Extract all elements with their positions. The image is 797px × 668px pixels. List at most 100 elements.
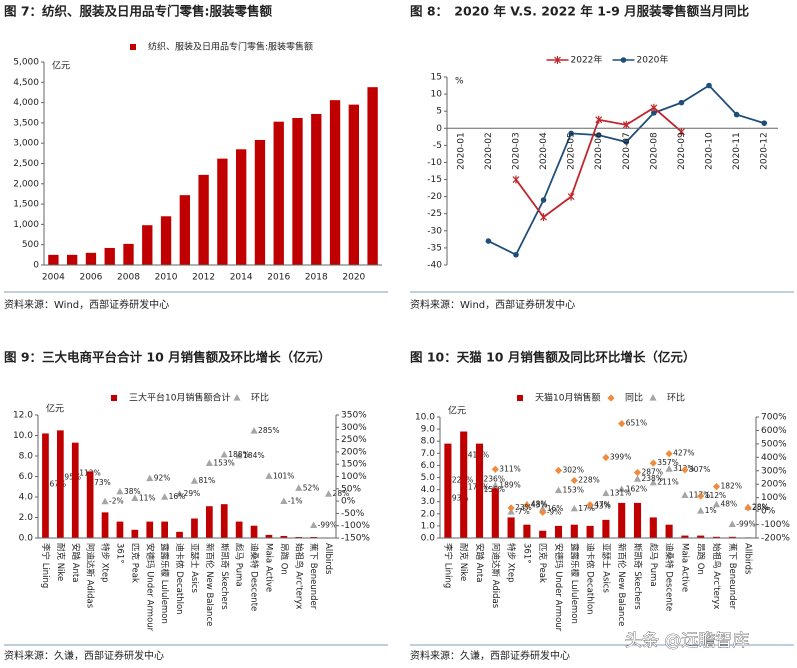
x-tick-label: Allbirds (743, 543, 753, 575)
y-tick-label: 10 (431, 90, 443, 100)
data-label: 29% (184, 489, 201, 498)
x-tick-label: 2020-07 (622, 132, 632, 170)
y-tick-label: 4.0 (421, 485, 436, 495)
marker (310, 521, 318, 529)
data-label: 11% (139, 493, 156, 502)
bar (198, 174, 209, 265)
marker (712, 483, 721, 491)
data-label: 228% (578, 475, 599, 484)
marker (570, 476, 578, 485)
marker (101, 497, 109, 505)
data-label: 28% (752, 502, 769, 511)
bar (310, 536, 318, 538)
marker (554, 486, 563, 494)
y-tick-label: 4,000 (13, 98, 39, 108)
marker (586, 501, 594, 509)
y-tick-label: 1,500 (13, 200, 39, 210)
x-tick-label: 361° (114, 543, 124, 563)
bar (67, 254, 78, 265)
bar (205, 506, 213, 538)
x-tick-label: 2020-03 (511, 132, 521, 170)
y-tick-label: 0.0 (421, 534, 436, 544)
y2-tick-label: -150% (341, 534, 370, 544)
figure-title: 图 8： 2020 年 V.S. 2022 年 1-9 月服装零售额当月同比 (410, 4, 750, 19)
x-tick-label: 阿迪达斯 Adidas (490, 543, 501, 609)
y-tick-label: 8.0 (421, 437, 436, 447)
marker (220, 450, 228, 458)
y-tick-label: -15 (427, 175, 442, 185)
figure-title: 图 9：三大电商平台合计 10 月销售额及环比增长（亿元） (4, 350, 331, 365)
legend-label: 环比 (251, 392, 269, 404)
bar (311, 113, 322, 265)
y2-tick-label: 300% (761, 466, 787, 476)
x-tick-label: 彪马 Puma (648, 543, 659, 587)
marker (233, 394, 241, 401)
y-tick-label: 0 (436, 124, 442, 134)
bar (292, 118, 303, 265)
marker (190, 477, 199, 484)
y-tick-label: 8.0 (19, 452, 34, 462)
data-label: 47% (594, 500, 611, 509)
y2-tick-label: 100% (341, 472, 367, 482)
marker (681, 466, 689, 474)
bar (697, 535, 705, 538)
line (515, 106, 683, 219)
bar (236, 149, 247, 265)
x-tick-label: 匹克 Peak (537, 543, 547, 583)
data-label: -1% (288, 496, 303, 505)
bar (265, 534, 273, 538)
y2-tick-label: 150% (341, 460, 367, 470)
y-tick-label: 500 (22, 240, 39, 250)
data-label: 211% (657, 478, 678, 487)
bar (295, 536, 303, 538)
x-tick-label: 2014 (230, 273, 253, 283)
bar (131, 529, 139, 538)
x-tick-label: 2020-09 (677, 132, 687, 170)
data-label: 52% (303, 483, 320, 492)
data-label: 23% (515, 503, 532, 512)
x-tick-label: 2020-05 (567, 132, 577, 170)
bar (161, 521, 169, 538)
marker (161, 493, 169, 500)
x-tick-label: 安踏 Anta (474, 543, 485, 582)
y-tick-label: 2.0 (421, 509, 436, 519)
bar (85, 252, 97, 265)
data-label: -99% (318, 520, 337, 529)
bar (146, 521, 154, 538)
y2-tick-label: 700% (761, 413, 787, 423)
bar (602, 519, 610, 538)
y-axis-unit: 亿元 (448, 405, 466, 417)
line (487, 84, 765, 256)
marker (744, 504, 752, 512)
marker (649, 459, 657, 467)
data-label: 16% (169, 492, 186, 501)
x-tick-label: 露露乐檬 Lululemon (159, 543, 170, 624)
y-tick-label: 1.0 (421, 521, 436, 531)
x-tick-label: 迪桑特 Descente (249, 543, 260, 611)
x-tick-label: 斯凯奇 Skechers (219, 543, 230, 610)
y2-tick-label: 350% (341, 411, 367, 421)
y-tick-label: 7.0 (421, 449, 436, 459)
bar (554, 525, 563, 538)
y-tick-label: 6.0 (421, 461, 436, 471)
data-label: -7% (515, 507, 530, 516)
x-tick-label: 安德玛 Under Armour (553, 543, 564, 632)
x-tick-label: Maia Active (263, 543, 273, 592)
x-tick-label: 特步 Xtep (100, 543, 111, 582)
x-tick-label: 2020-11 (732, 132, 742, 170)
bar (633, 502, 642, 538)
y2-tick-label: 400% (761, 453, 787, 463)
y2-tick-label: -100% (761, 520, 790, 530)
bar (273, 121, 284, 265)
marker (681, 491, 689, 498)
marker (491, 465, 499, 473)
bar (48, 254, 59, 265)
data-label: -99% (736, 519, 755, 528)
y2-tick-label: 100% (761, 493, 787, 503)
source: 资料来源：Wind，西部证券研发中心 (4, 298, 169, 311)
bar (86, 471, 94, 538)
x-tick-label: 新百伦 New Balance (204, 543, 215, 626)
data-label: 182% (721, 482, 742, 491)
bar (523, 524, 531, 538)
data-label: 73% (94, 478, 111, 487)
